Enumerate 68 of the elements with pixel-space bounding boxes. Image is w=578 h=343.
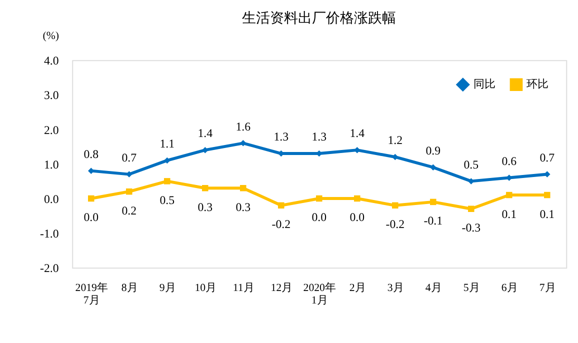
- x-tick-label: 2019年 7月: [75, 282, 108, 307]
- y-axis-title: (%): [42, 30, 60, 42]
- x-tick-label: 3月: [387, 282, 404, 294]
- legend-label: 环比: [526, 78, 549, 91]
- data-label: 0.2: [122, 203, 137, 218]
- x-tick-label: 2月: [349, 282, 366, 294]
- point: [392, 154, 398, 160]
- y-tick-label: 0.0: [44, 192, 59, 206]
- data-label: 1.6: [236, 119, 251, 134]
- data-label: 1.3: [274, 130, 289, 144]
- point: [202, 146, 208, 154]
- data-label: 0.3: [198, 200, 213, 214]
- x-tick-label: 9月: [159, 282, 176, 294]
- data-label: 1.4: [198, 126, 213, 140]
- point: [240, 184, 246, 192]
- point: [392, 202, 398, 209]
- data-label: 0.9: [426, 144, 441, 158]
- point: [88, 195, 94, 202]
- data-label: 1.4: [350, 126, 365, 140]
- point: [164, 178, 170, 184]
- y-tick-label: -1.0: [40, 226, 59, 241]
- data-label: 0.3: [236, 200, 251, 214]
- x-tick-label: 10月: [194, 282, 217, 294]
- x-tick-label: 7月: [539, 282, 556, 294]
- y-tick-label: 1.0: [44, 157, 59, 172]
- point: [202, 184, 208, 192]
- data-label: 0.0: [350, 210, 365, 224]
- data-label: 0.7: [122, 150, 137, 164]
- y-tick-label: 3.0: [44, 88, 59, 102]
- data-label: 0.1: [540, 206, 555, 221]
- point: [506, 192, 512, 198]
- point: [316, 195, 322, 202]
- legend-label: 同比: [473, 78, 496, 91]
- point: [430, 198, 436, 206]
- x-tick-label: 11月: [232, 282, 254, 294]
- x-tick-label: 12月: [270, 282, 293, 294]
- point: [126, 188, 132, 195]
- x-tick-label: 8月: [121, 282, 138, 294]
- chart-title: 生活资料出厂价格涨跌幅: [242, 10, 396, 27]
- point: [164, 157, 170, 164]
- data-label: -0.2: [272, 217, 291, 232]
- y-tick-label: 4.0: [44, 54, 59, 68]
- y-tick-label: 2.0: [44, 122, 59, 137]
- data-label: 1.2: [388, 133, 403, 148]
- data-label: 0.5: [160, 192, 175, 207]
- data-label: 0.0: [312, 210, 327, 224]
- x-tick-label: 2020年 1月: [303, 282, 336, 307]
- data-label: 0.5: [464, 157, 479, 172]
- x-tick-label: 6月: [501, 282, 518, 294]
- data-label: 0.0: [84, 210, 99, 224]
- data-label: -0.3: [462, 220, 481, 235]
- data-label: 0.7: [540, 150, 555, 164]
- x-tick-label: 5月: [463, 282, 480, 294]
- data-label: 0.1: [502, 206, 517, 221]
- point: [430, 164, 436, 170]
- x-tick-label: 4月: [425, 282, 442, 294]
- data-label: 0.6: [502, 154, 517, 168]
- data-label: 1.3: [312, 130, 327, 144]
- data-label: 1.1: [160, 136, 175, 151]
- y-tick-label: -2.0: [40, 261, 59, 276]
- point: [354, 195, 360, 202]
- point: [544, 192, 550, 198]
- point: [278, 202, 284, 209]
- data-label: 0.8: [84, 146, 99, 161]
- point: [468, 206, 474, 212]
- point: [354, 146, 360, 154]
- data-label: -0.2: [386, 217, 405, 232]
- data-label: -0.1: [424, 214, 443, 228]
